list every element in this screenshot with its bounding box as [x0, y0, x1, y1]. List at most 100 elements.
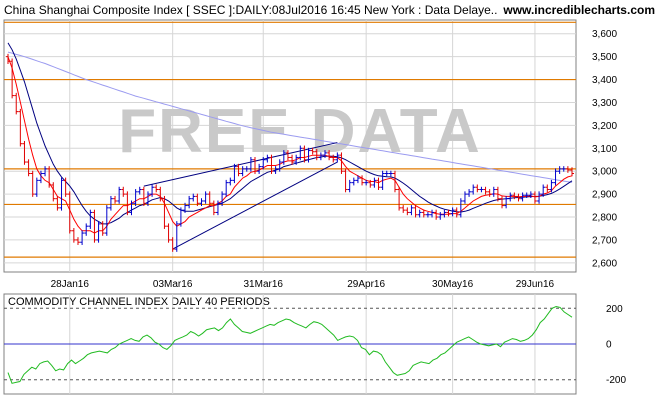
- price-bar: [228, 177, 233, 186]
- trendline: [172, 161, 338, 250]
- price-bar: [207, 191, 212, 207]
- price-bar: [331, 154, 336, 163]
- price-bar: [438, 211, 443, 220]
- price-bar: [257, 163, 262, 174]
- price-bar: [376, 177, 381, 190]
- price-bar: [88, 209, 93, 229]
- price-bar: [261, 156, 266, 170]
- price-bar: [355, 175, 360, 184]
- price-bar: [277, 159, 282, 172]
- price-bar: [405, 207, 410, 216]
- price-tick-label: 2,900: [592, 190, 617, 201]
- price-bar: [55, 195, 60, 211]
- price-bar: [430, 209, 435, 218]
- header-bar: [0, 0, 660, 20]
- price-bar: [294, 154, 299, 165]
- price-bar: [38, 170, 43, 184]
- price-bar: [524, 192, 529, 199]
- price-gridlines: [4, 20, 576, 272]
- price-bar: [232, 163, 237, 184]
- price-bar: [310, 147, 315, 155]
- price-bar: [442, 209, 447, 218]
- price-bar: [269, 154, 274, 174]
- price-bar: [30, 170, 35, 197]
- price-bar: [125, 191, 130, 216]
- price-bar: [434, 209, 439, 220]
- price-bar: [84, 223, 89, 236]
- price-bar: [248, 156, 253, 172]
- moving-average-short: [7, 56, 573, 234]
- price-bar: [446, 209, 451, 217]
- price-tick-label: 2,700: [592, 235, 617, 246]
- price-bar: [483, 186, 488, 195]
- price-bar: [425, 211, 430, 218]
- price-bar: [92, 209, 97, 243]
- price-bar: [51, 182, 56, 202]
- price-tick-label: 2,800: [592, 213, 617, 224]
- price-tick-label: 2,600: [592, 258, 617, 269]
- price-bar: [215, 200, 220, 216]
- price-bar: [545, 184, 550, 193]
- price-bar: [364, 179, 369, 186]
- price-bar: [273, 166, 278, 174]
- price-bar: [421, 209, 426, 218]
- price-bar: [195, 193, 200, 207]
- price-bar: [108, 195, 113, 211]
- price-bar: [80, 230, 85, 245]
- price-axis-labels: 2,600 2,700 2,800 2,900 3,000 3,100 3,200 3,300…: [592, 29, 617, 269]
- price-bar: [339, 152, 344, 174]
- price-bar: [133, 189, 138, 207]
- trendline: [143, 142, 338, 187]
- price-bar: [178, 207, 183, 227]
- price-bar: [458, 198, 463, 218]
- price-bar: [244, 166, 249, 172]
- site-name: www.incrediblecharts.com: [502, 3, 655, 17]
- price-bar: [565, 166, 570, 173]
- price-bar: [360, 175, 365, 186]
- price-bar: [170, 237, 175, 252]
- price-bar: [43, 166, 48, 177]
- price-bar: [121, 186, 126, 197]
- price-bar: [285, 150, 290, 161]
- price-bar: [392, 170, 397, 193]
- price-bar: [570, 167, 574, 177]
- price-bar: [318, 152, 323, 161]
- price-bar: [203, 191, 208, 204]
- price-bar: [113, 195, 118, 204]
- price-bar: [211, 200, 216, 216]
- price-bar: [500, 195, 505, 209]
- price-bar: [462, 191, 467, 204]
- price-bar: [298, 145, 303, 161]
- price-bar: [14, 92, 19, 115]
- price-bar: [6, 53, 10, 64]
- price-bar: [150, 184, 155, 197]
- price-bar: [495, 186, 500, 202]
- support-resistance-lines: [4, 21, 576, 258]
- price-bar: [63, 177, 68, 197]
- price-bar: [187, 195, 192, 209]
- price-bar: [516, 193, 521, 202]
- price-bar: [22, 140, 27, 165]
- price-bar: [34, 177, 39, 197]
- price-tick-label: 3,400: [592, 75, 617, 86]
- price-bar: [487, 189, 492, 197]
- price-bar: [343, 168, 348, 193]
- price-bar: [380, 170, 385, 190]
- date-axis-labels: 28Jan16 03Mar16 31Mar16 29Apr16 30May16 29Jun…: [51, 279, 555, 290]
- price-bar: [409, 205, 414, 216]
- price-tick-label: 3,600: [592, 29, 617, 40]
- price-bar: [322, 150, 327, 158]
- price-plot-area[interactable]: [3, 19, 577, 273]
- cci-panel-title: COMMODITY CHANNEL INDEX DAILY 40 PERIODS: [8, 296, 270, 308]
- price-bar: [96, 221, 101, 243]
- price-bar: [491, 186, 496, 197]
- cci-line: [7, 305, 573, 384]
- price-bar: [117, 186, 122, 204]
- price-bar: [388, 170, 393, 177]
- price-bar: [541, 184, 546, 197]
- price-tick-label: 3,000: [592, 167, 617, 178]
- price-bar: [59, 177, 64, 211]
- trendlines: [143, 142, 338, 250]
- price-bar: [47, 166, 52, 188]
